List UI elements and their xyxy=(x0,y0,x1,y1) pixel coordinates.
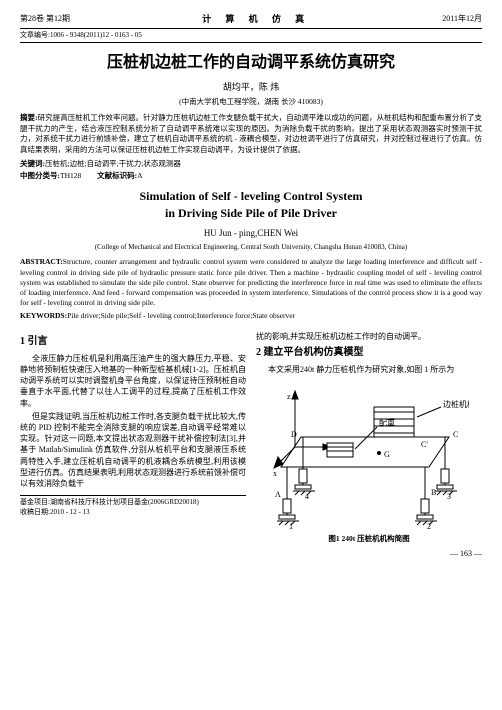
intro-para-2: 但是实践证明,当压桩机边桩工作时,各支腿负载干扰比较大,传统的 PID 控制不能… xyxy=(20,411,246,489)
journal-header: 第28卷 第12期 计 算 机 仿 真 2011年12月 xyxy=(20,14,482,26)
cls-val-1: TH128 xyxy=(60,171,81,180)
pile-driver-diagram: z x y 边桩机构 xyxy=(269,377,469,532)
abstract-en-text: Structure, counter arrangement and hydra… xyxy=(20,257,482,307)
title-english-line1: Simulation of Self - leveling Control Sy… xyxy=(20,189,482,205)
article-id-line: 文章编号:1006 - 9348(2011)12 - 0163 - 05 xyxy=(20,28,482,43)
title-english-line2: in Driving Side Pile of Pile Driver xyxy=(20,206,482,222)
keywords-cn-text: 压桩机;边桩;自动调平;干扰力;状态观测器 xyxy=(45,159,181,168)
right-column: 扰的影响,并实现压桩机边桩工作时的自动调平。 2 建立平台机构仿真模型 本文采用… xyxy=(256,331,482,545)
svg-text:C': C' xyxy=(421,440,428,449)
abstract-english: ABSTRACT:Structure, counter arrangement … xyxy=(20,257,482,308)
keywords-cn-label: 关键词: xyxy=(20,159,45,168)
title-chinese: 压桩机边桩工作的自动调平系统仿真研究 xyxy=(20,53,482,74)
keywords-en-text: Pile driver;Side pile;Self - leveling co… xyxy=(67,311,295,320)
classification-line: 中图分类号:TH128 文献标识码:A xyxy=(20,171,482,181)
cls-label-1: 中图分类号: xyxy=(20,171,60,180)
figure-1: z x y 边桩机构 xyxy=(256,377,482,545)
svg-text:x: x xyxy=(273,469,277,478)
cls-label-2: 文献标识码: xyxy=(97,171,137,180)
svg-text:D: D xyxy=(291,430,297,439)
affiliation-english: (College of Mechanical and Electrical En… xyxy=(20,243,482,252)
header-right: 2011年12月 xyxy=(442,14,482,26)
body-columns: 1 引言 全液压静力压桩机是利用高压油产生的强大静压力,平稳、安静地将预制桩快速… xyxy=(20,331,482,545)
svg-text:边桩机构: 边桩机构 xyxy=(443,399,469,409)
abstract-cn-text: 研究提高压桩机工作效率问题。针对静力压桩机边桩工作支腿负载干扰大，自动调平难以成… xyxy=(20,113,482,154)
authors-chinese: 胡均平，陈 炜 xyxy=(20,82,482,94)
journal-name: 计 算 机 仿 真 xyxy=(202,14,310,26)
svg-text:z: z xyxy=(287,392,291,401)
left-column: 1 引言 全液压静力压桩机是利用高压油产生的强大静压力,平稳、安静地将预制桩快速… xyxy=(20,331,246,545)
keywords-chinese: 关键词:压桩机;边桩;自动调平;干扰力;状态观测器 xyxy=(20,159,482,169)
svg-text:配重: 配重 xyxy=(379,417,395,427)
cls-val-2: A xyxy=(137,171,142,180)
affiliation-chinese: (中南大学机电工程学院，湖南 长沙 410083) xyxy=(20,97,482,107)
fund-info: 基金项目:湖南省科技厅科技计划项目基金(2006GRD20018) xyxy=(20,498,246,508)
intro-para-1: 全液压静力压桩机是利用高压油产生的强大静压力,平稳、安静地将预制桩快速压入地基的… xyxy=(20,353,246,409)
abstract-chinese: 摘要:研究提高压桩机工作效率问题。针对静力压桩机边桩工作支腿负载干扰大，自动调平… xyxy=(20,113,482,155)
keywords-en-label: KEYWORDS: xyxy=(20,311,67,320)
footnote-block: 基金项目:湖南省科技厅科技计划项目基金(2006GRD20018) 收稿日期:2… xyxy=(20,495,246,518)
section-2-para-1: 本文采用240t 静力压桩机作为研究对象,如图 1 所示为 xyxy=(256,364,482,375)
header-left: 第28卷 第12期 xyxy=(20,14,70,26)
abstract-en-label: ABSTRACT: xyxy=(20,257,63,266)
received-date: 收稿日期:2010 - 12 - 13 xyxy=(20,508,246,518)
svg-text:C: C xyxy=(453,430,458,439)
abstract-cn-label: 摘要: xyxy=(20,113,38,122)
section-2-heading: 2 建立平台机构仿真模型 xyxy=(256,346,482,360)
page-number: — 163 — xyxy=(20,549,482,559)
figure-1-caption: 图1 240t 压桩机机构简图 xyxy=(256,534,482,545)
svg-text:B: B xyxy=(431,488,436,497)
section-1-heading: 1 引言 xyxy=(20,335,246,349)
carryover-line: 扰的影响,并实现压桩机边桩工作时的自动调平。 xyxy=(256,331,482,342)
keywords-english: KEYWORDS:Pile driver;Side pile;Self - le… xyxy=(20,311,482,321)
authors-english: HU Jun - ping,CHEN Wei xyxy=(20,228,482,240)
svg-text:G: G xyxy=(384,450,390,459)
svg-text:A: A xyxy=(275,490,281,499)
